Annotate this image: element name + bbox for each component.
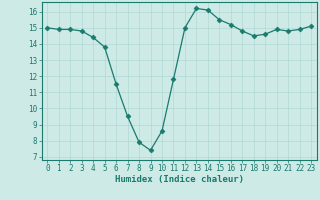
X-axis label: Humidex (Indice chaleur): Humidex (Indice chaleur): [115, 175, 244, 184]
